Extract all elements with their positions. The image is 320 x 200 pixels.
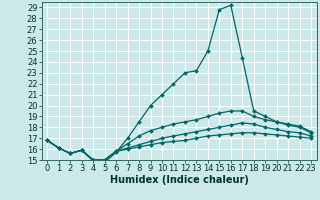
X-axis label: Humidex (Indice chaleur): Humidex (Indice chaleur) (110, 175, 249, 185)
